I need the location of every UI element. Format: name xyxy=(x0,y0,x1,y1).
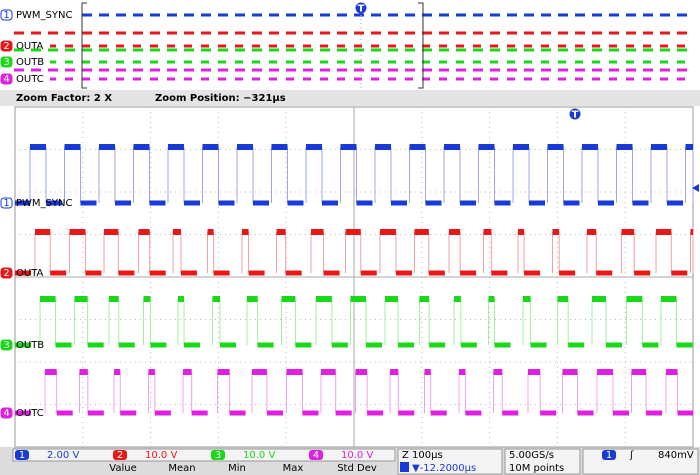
trigger-marker xyxy=(569,108,581,120)
trigger-marker xyxy=(355,2,367,14)
channel-badge xyxy=(0,40,13,52)
delay-icon xyxy=(400,462,409,472)
label-bg xyxy=(14,73,50,85)
channel-scale: 2.00 V xyxy=(47,450,79,461)
waveform-edges xyxy=(34,232,694,273)
sample-rate: 5.00GS/s xyxy=(509,450,554,461)
trigger-level-arrow xyxy=(692,184,699,192)
label-bg xyxy=(14,56,50,68)
scale-badge xyxy=(309,450,323,460)
channel-label: OUTA xyxy=(16,41,44,52)
timebase-box xyxy=(397,448,503,475)
trigger-source-badge xyxy=(602,450,616,460)
scale-number: 1 xyxy=(19,450,25,461)
delay: ▼-12.2000µs xyxy=(412,463,476,474)
trigger-source: 1 xyxy=(606,450,612,461)
channel-scale: 10.0 V xyxy=(145,450,177,461)
scale-badge xyxy=(211,450,225,460)
scale-number: 2 xyxy=(117,450,123,461)
scale-number: 3 xyxy=(215,450,221,461)
scale-badge xyxy=(113,450,127,460)
channel-number: 1 xyxy=(3,198,9,209)
channel-label: OUTB xyxy=(16,57,44,68)
zoom-position: Zoom Position: −321µs xyxy=(155,93,286,104)
measurement-header: Mean xyxy=(168,463,195,474)
scale-badge xyxy=(15,450,29,460)
acq-box xyxy=(504,448,581,475)
channel-badge xyxy=(0,339,13,351)
channel-number: 2 xyxy=(3,41,9,52)
measurement-header: Max xyxy=(283,463,304,474)
zoom-bracket xyxy=(81,2,424,89)
waveform-edges xyxy=(39,299,677,345)
channel-badge xyxy=(0,407,13,419)
channel-badge xyxy=(0,197,13,209)
trigger-marker-label: T xyxy=(358,4,365,15)
channel-label: PWM_SYNC xyxy=(16,10,72,21)
channel-label: OUTC xyxy=(16,408,44,419)
channel-label: OUTB xyxy=(16,340,44,351)
channel-badge xyxy=(0,73,13,85)
waveform-edges xyxy=(44,372,679,413)
zoom-bar xyxy=(0,90,700,106)
channel-label: OUTA xyxy=(16,268,44,279)
trigger-slope: ʃ xyxy=(629,450,634,461)
channel-scale: 10.0 V xyxy=(341,450,373,461)
channel-label: OUTC xyxy=(16,74,44,85)
measurement-header: Min xyxy=(228,463,246,474)
scale-box xyxy=(12,448,396,462)
channel-number: 3 xyxy=(3,57,9,68)
timebase: Z 100µs xyxy=(402,450,443,461)
channel-number: 3 xyxy=(3,340,9,351)
label-bg xyxy=(14,9,80,21)
channel-badge xyxy=(0,267,13,279)
channel-number: 2 xyxy=(3,268,9,279)
measurement-header: Value xyxy=(109,463,136,474)
channel-badge xyxy=(0,56,13,68)
channel-number: 4 xyxy=(3,408,9,419)
measurement-header: Std Dev xyxy=(337,463,377,474)
trigger-marker-label: T xyxy=(572,110,579,121)
channel-scale: 10.0 V xyxy=(243,450,275,461)
channel-number: 1 xyxy=(3,10,9,21)
trigger-level: 840mV xyxy=(658,450,694,461)
record-length: 10M points xyxy=(509,463,564,474)
zoom-factor: Zoom Factor: 2 X xyxy=(16,93,112,104)
channel-label: PWM_SYNC xyxy=(16,198,72,209)
scale-number: 4 xyxy=(313,450,319,461)
channel-badge xyxy=(0,9,13,21)
channel-number: 4 xyxy=(3,74,9,85)
waveform-edges xyxy=(29,147,694,203)
